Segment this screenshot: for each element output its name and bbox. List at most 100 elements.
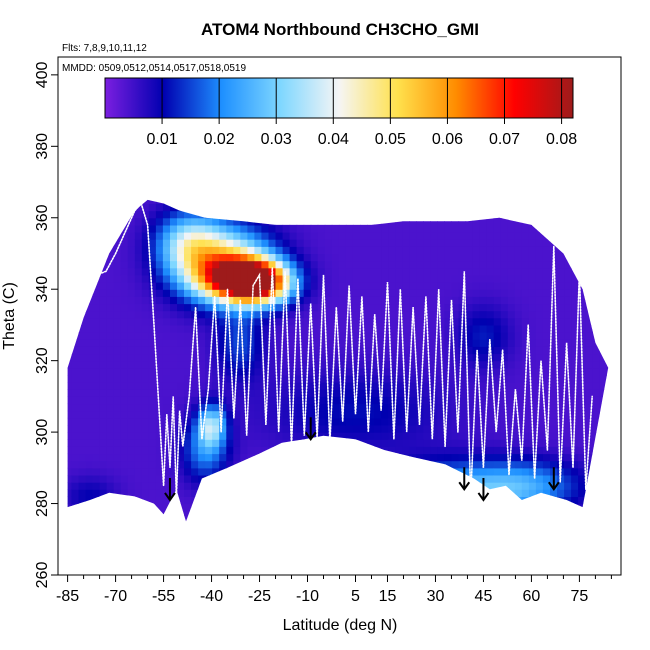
heatmap-cell — [282, 396, 291, 405]
heatmap-cell — [198, 303, 206, 312]
heatmap-cell — [585, 496, 593, 505]
heatmap-cell — [550, 367, 558, 376]
heatmap-cell — [444, 439, 452, 447]
heatmap-cell — [128, 546, 136, 554]
heatmap-cell — [571, 446, 579, 455]
heatmap-cell — [113, 232, 122, 240]
heatmap-cell — [395, 346, 403, 355]
heatmap-cell — [557, 224, 565, 233]
heatmap-cell — [261, 210, 269, 219]
heatmap-cell — [374, 253, 382, 262]
heatmap-cell — [78, 203, 87, 212]
heatmap-cell — [282, 360, 291, 369]
heatmap-cell — [120, 224, 129, 233]
heatmap-cell — [585, 532, 593, 540]
heatmap-cell — [409, 496, 417, 505]
heatmap-cell — [226, 310, 234, 319]
heatmap-cell — [148, 425, 157, 433]
heatmap-cell — [535, 467, 544, 476]
heatmap-cell — [542, 389, 551, 397]
heatmap-cell — [310, 296, 319, 305]
heatmap-cell — [388, 453, 396, 462]
heatmap-cell — [381, 425, 389, 433]
heatmap-cell — [155, 503, 164, 512]
heatmap-cell — [162, 503, 171, 512]
heatmap-cell — [331, 339, 340, 347]
heatmap-cell — [535, 432, 544, 440]
heatmap-cell — [247, 360, 255, 369]
heatmap-cell — [106, 224, 115, 233]
heatmap-cell — [592, 332, 600, 340]
heatmap-cell — [71, 410, 79, 419]
heatmap-cell — [613, 225, 621, 233]
heatmap-cell — [479, 210, 488, 219]
heatmap-cell — [162, 324, 171, 333]
heatmap-cell — [542, 396, 551, 405]
heatmap-cell — [381, 396, 389, 405]
heatmap-cell — [585, 453, 593, 462]
heatmap-cell — [205, 246, 213, 254]
heatmap-cell — [148, 382, 157, 390]
heatmap-cell — [585, 417, 593, 426]
heatmap-cell — [317, 475, 326, 483]
heatmap-cell — [395, 482, 403, 490]
heatmap-cell — [212, 489, 220, 497]
heatmap-cell — [120, 496, 129, 505]
heatmap-cell — [282, 446, 291, 455]
heatmap-cell — [99, 217, 108, 226]
heatmap-cell — [184, 360, 192, 369]
heatmap-cell — [254, 310, 262, 319]
heatmap-cell — [106, 203, 115, 212]
heatmap-cell — [388, 467, 396, 476]
heatmap-cell — [254, 253, 262, 262]
heatmap-cell — [113, 382, 122, 390]
heatmap-cell — [381, 546, 389, 554]
heatmap-cell — [191, 203, 199, 212]
chart-title: ATOM4 Northbound CH3CHO_GMI — [201, 20, 479, 39]
heatmap-cell — [451, 467, 460, 476]
heatmap-cell — [148, 439, 157, 447]
heatmap-cell — [162, 360, 171, 369]
heatmap-cell — [71, 274, 79, 283]
heatmap-cell — [578, 232, 586, 240]
heatmap-cell — [345, 339, 354, 347]
heatmap-cell — [367, 282, 375, 290]
heatmap-cell — [78, 339, 87, 347]
heatmap-cell — [324, 310, 333, 319]
heatmap-cell — [514, 317, 523, 326]
heatmap-cell — [423, 367, 431, 376]
heatmap-cell — [317, 374, 326, 383]
heatmap-cell — [388, 239, 396, 247]
heatmap-cell — [514, 374, 523, 383]
heatmap-cell — [247, 199, 255, 204]
heatmap-cell — [233, 303, 241, 312]
heatmap-cell — [205, 253, 213, 262]
heatmap-cell — [191, 339, 199, 347]
heatmap-cell — [500, 460, 509, 469]
heatmap-cell — [155, 324, 164, 333]
heatmap-cell — [472, 453, 481, 462]
heatmap-cell — [466, 539, 474, 547]
heatmap-cell — [430, 425, 438, 433]
heatmap-cell — [613, 482, 621, 490]
heatmap-cell — [240, 260, 248, 269]
heatmap-cell — [106, 410, 115, 419]
heatmap-cell — [437, 453, 445, 462]
heatmap-cell — [606, 224, 609, 233]
heatmap-cell — [240, 467, 248, 476]
heatmap-cell — [514, 210, 523, 219]
heatmap-cell — [514, 267, 523, 276]
heatmap-cell — [451, 510, 460, 519]
heatmap-cell — [507, 453, 516, 462]
heatmap-cell — [571, 203, 579, 212]
heatmap-cell — [99, 460, 108, 469]
heatmap-cell — [261, 389, 269, 397]
heatmap-cell — [170, 353, 178, 362]
heatmap-cell — [99, 353, 108, 362]
heatmap-cell — [486, 324, 495, 333]
heatmap-cell — [493, 396, 502, 405]
heatmap-cell — [465, 303, 474, 312]
heatmap-cell — [564, 346, 572, 355]
heatmap-cell — [585, 246, 593, 254]
heatmap-cell — [514, 339, 523, 347]
